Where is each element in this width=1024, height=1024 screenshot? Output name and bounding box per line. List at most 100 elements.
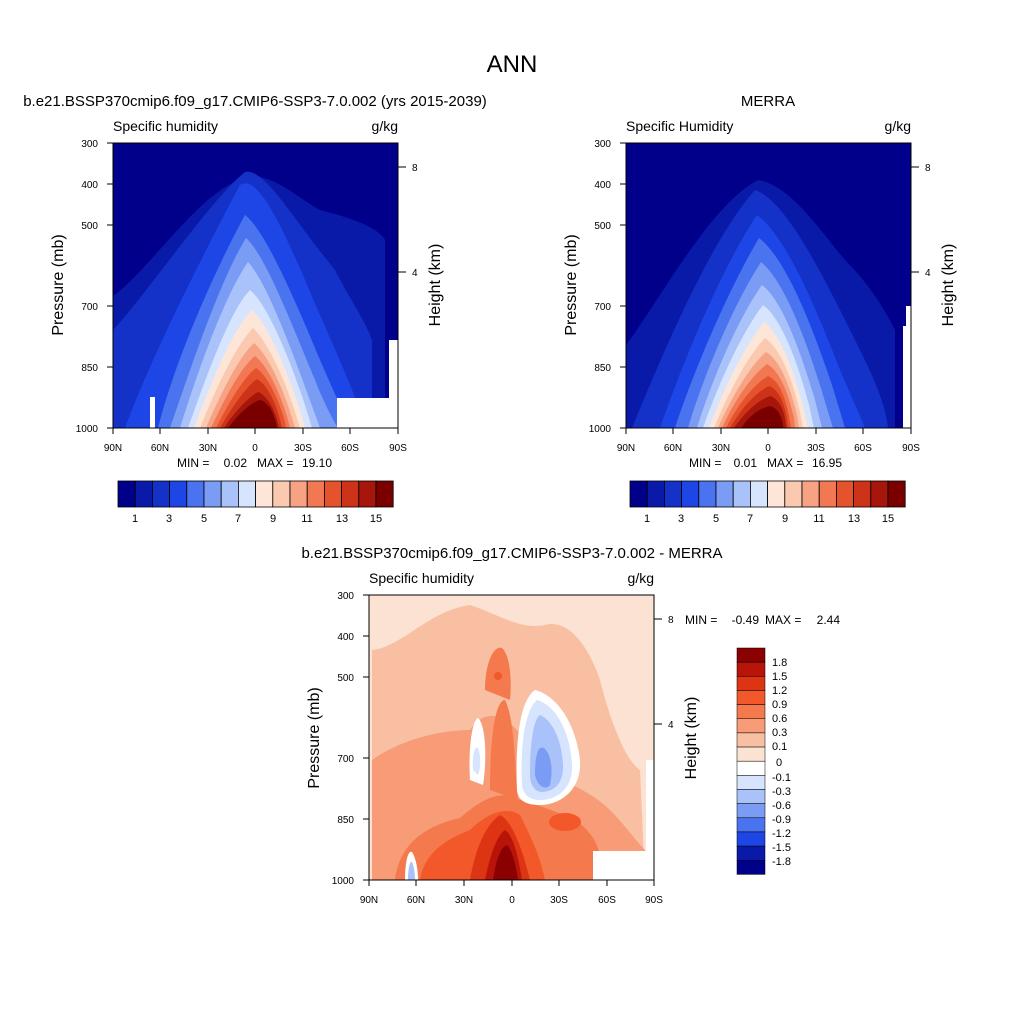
min-label: MIN = <box>685 613 717 627</box>
height-tick-label: 4 <box>925 268 931 279</box>
x-tick-label: 30S <box>550 895 568 906</box>
colorbar-label: 0.6 <box>772 713 787 725</box>
colorbar-swatch <box>681 480 700 508</box>
colorbar-label: 9 <box>782 513 788 525</box>
y-tick-label: 500 <box>594 221 611 232</box>
colorbar-swatch <box>870 480 889 508</box>
y-ticks: 300 400 500 700 850 1000 <box>589 139 626 435</box>
colorbar-swatch <box>784 480 803 508</box>
y-tick-label: 850 <box>81 363 98 374</box>
colorbar-swatch <box>646 480 665 508</box>
contour-level <box>535 747 552 788</box>
height-ticks: 8 4 <box>398 163 418 279</box>
colorbar <box>736 647 766 875</box>
x-tick-label: 30S <box>294 443 312 454</box>
missing-data <box>337 398 389 428</box>
colorbar-label: 1 <box>132 513 138 525</box>
colorbar-swatch <box>289 480 308 508</box>
colorbar-swatch <box>801 480 820 508</box>
contour-level <box>228 400 277 428</box>
height-tick-label: 4 <box>412 268 418 279</box>
panel-title: b.e21.BSSP370cmip6.f09_g17.CMIP6-SSP3-7.… <box>23 93 487 110</box>
x-tick-label: 30N <box>455 895 473 906</box>
height-axis-label: Height (km) <box>683 697 700 780</box>
colorbar-swatch <box>736 690 766 705</box>
colorbar-label: 1.8 <box>772 657 787 669</box>
y-tick-label: 400 <box>594 180 611 191</box>
colorbar-swatch <box>736 860 766 875</box>
colorbar-swatch <box>186 480 205 508</box>
units-label: g/kg <box>628 570 654 586</box>
colorbar-label: 5 <box>201 513 207 525</box>
y-tick-label: 700 <box>337 754 354 765</box>
contour-level <box>494 672 502 680</box>
colorbar-swatch <box>698 480 717 508</box>
y-tick-label: 300 <box>337 591 354 602</box>
y-tick-label: 500 <box>81 221 98 232</box>
colorbar-label: -0.9 <box>772 814 791 826</box>
min-label: MIN = <box>689 456 721 470</box>
x-tick-label: 90N <box>617 443 635 454</box>
colorbar-swatch <box>306 480 325 508</box>
variable-label: Specific humidity <box>113 118 218 134</box>
x-ticks: 90N 60N 30N 0 30S 60S 90S <box>104 428 407 454</box>
panel-title: MERRA <box>741 93 795 110</box>
colorbar-swatch <box>836 480 855 508</box>
colorbar-label: 3 <box>166 513 172 525</box>
colorbar-label: 15 <box>882 513 894 525</box>
colorbar-label: 5 <box>713 513 719 525</box>
colorbar-swatch <box>736 732 766 748</box>
y-tick-label: 850 <box>337 815 354 826</box>
y-ticks: 300 400 500 700 850 1000 <box>332 591 369 887</box>
y-axis-label: Pressure (mb) <box>563 234 580 335</box>
contour-level <box>408 861 415 880</box>
colorbar-swatch <box>255 480 274 508</box>
colorbar-swatch <box>220 480 239 508</box>
colorbar-swatch <box>323 480 342 508</box>
y-ticks: 300 400 500 700 850 1000 <box>76 139 113 435</box>
colorbar-swatch <box>736 831 766 847</box>
page-title: ANN <box>487 51 538 78</box>
colorbar-swatch <box>736 760 766 776</box>
height-axis-label: Height (km) <box>940 244 957 327</box>
colorbar-swatch <box>151 480 170 508</box>
x-tick-label: 30N <box>199 443 217 454</box>
x-tick-label: 60N <box>407 895 425 906</box>
colorbar-swatch <box>818 480 837 508</box>
colorbar-label: -0.6 <box>772 800 791 812</box>
colorbar-swatch <box>736 746 766 762</box>
colorbar-swatch <box>736 661 766 677</box>
x-tick-label: 60S <box>854 443 872 454</box>
colorbar-swatch <box>272 480 291 508</box>
max-label: MAX = <box>765 613 801 627</box>
colorbar-swatch <box>169 480 188 508</box>
x-tick-label: 60N <box>151 443 169 454</box>
y-axis-label: Pressure (mb) <box>50 234 67 335</box>
contour-field <box>369 595 654 880</box>
colorbar-swatch <box>203 480 222 508</box>
panel-merra: MERRA Specific Humidity g/kg Pressure (m… <box>563 93 957 525</box>
colorbar-swatch <box>736 718 766 734</box>
y-tick-label: 700 <box>81 302 98 313</box>
colorbar-label: 0.3 <box>772 727 787 739</box>
colorbar <box>629 480 906 508</box>
units-label: g/kg <box>885 118 911 134</box>
y-tick-label: 400 <box>81 180 98 191</box>
x-tick-label: 90N <box>104 443 122 454</box>
x-tick-label: 60S <box>341 443 359 454</box>
y-tick-label: 700 <box>594 302 611 313</box>
colorbar-swatch <box>629 480 648 508</box>
colorbar-label: 11 <box>301 513 312 525</box>
missing-data <box>593 851 654 880</box>
colorbar-swatch <box>117 480 136 508</box>
colorbar-label: -1.5 <box>772 842 791 854</box>
colorbar-label: -1.8 <box>772 856 791 868</box>
colorbar-label: 7 <box>235 513 241 525</box>
y-tick-label: 500 <box>337 673 354 684</box>
colorbar-label: 11 <box>813 513 824 525</box>
max-value: 2.44 <box>817 613 841 627</box>
colorbar-swatch <box>736 817 766 833</box>
colorbar-label: 7 <box>747 513 753 525</box>
colorbar-label: 9 <box>270 513 276 525</box>
